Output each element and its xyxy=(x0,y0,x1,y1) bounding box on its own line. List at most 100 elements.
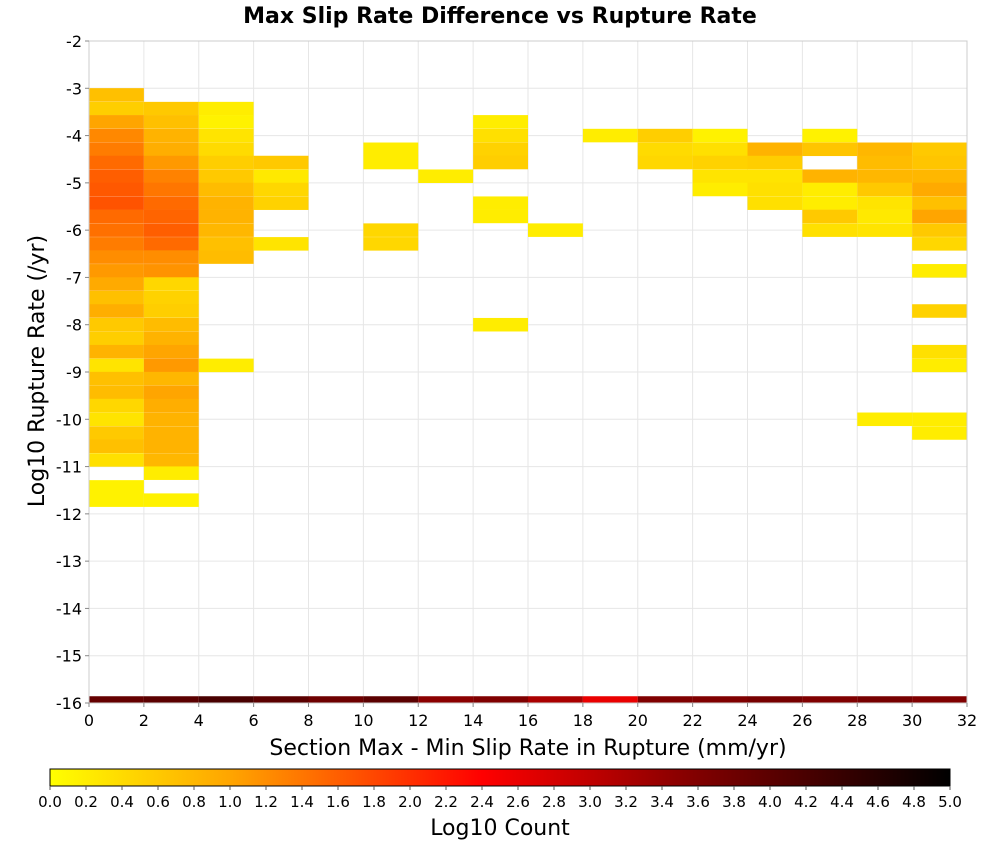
heatmap-cell-100 xyxy=(747,155,803,170)
colorbar-tick-label-5: 1.0 xyxy=(218,793,242,811)
heatmap-cell-55 xyxy=(143,439,199,454)
heatmap-cell-49 xyxy=(143,358,199,373)
heatmap-cell-20 xyxy=(89,358,144,373)
y-tick-label-11: -13 xyxy=(56,552,82,571)
colorbar-tick-label-21: 4.2 xyxy=(794,793,818,811)
y-tick-label-8: -10 xyxy=(56,410,82,429)
colorbar-tick-label-17: 3.4 xyxy=(650,793,674,811)
heatmap-cell-75 xyxy=(253,196,309,210)
heatmap-cell-21 xyxy=(89,371,144,386)
x-tick-label-10: 20 xyxy=(628,711,648,730)
heatmap-cell-40 xyxy=(143,237,199,251)
heatmap-cell-144 xyxy=(692,696,748,703)
heatmap-cell-37 xyxy=(143,196,199,210)
heatmap-cell-127 xyxy=(912,264,967,278)
heatmap-cell-48 xyxy=(143,344,199,359)
heatmap-cell-15 xyxy=(89,290,144,305)
colorbar-label: Log10 Count xyxy=(430,816,570,841)
y-tick-label-12: -14 xyxy=(56,599,82,618)
y-tick-label-6: -8 xyxy=(66,316,82,335)
x-tick-label-13: 26 xyxy=(792,711,812,730)
heatmap-cell-91 xyxy=(637,128,693,143)
colorbar-tick-label-18: 3.6 xyxy=(686,793,710,811)
colorbar-tick-label-23: 4.6 xyxy=(866,793,890,811)
colorbar-tick-label-0: 0.0 xyxy=(38,793,62,811)
x-axis-ticks: 0 2 4 6 8 10 12 14 16 18 20 22 24 26 28 30 32 xyxy=(84,703,977,730)
heatmap-cell-4 xyxy=(89,142,144,157)
heatmap-cell-124 xyxy=(912,209,967,224)
heatmap-cell-67 xyxy=(198,209,254,224)
heatmap-cell-88 xyxy=(473,317,528,332)
x-tick-label-4: 8 xyxy=(303,711,313,730)
colorbar-tick-label-7: 1.4 xyxy=(290,793,314,811)
heatmap-cell-113 xyxy=(857,169,913,183)
heatmap-cell-96 xyxy=(692,155,748,170)
x-tick-label-14: 28 xyxy=(847,711,867,730)
heatmap-cell-93 xyxy=(637,155,693,170)
heatmap-cell-66 xyxy=(198,196,254,210)
heatmap-cell-12 xyxy=(89,250,144,264)
heatmap-cell-103 xyxy=(747,196,803,210)
heatmap-cell-148 xyxy=(912,696,967,703)
heatmap-cell-129 xyxy=(912,344,967,359)
heatmap-cell-104 xyxy=(802,128,858,143)
heatmap-cell-36 xyxy=(143,182,199,197)
heatmap-cell-115 xyxy=(857,196,913,210)
heatmap-cell-136 xyxy=(253,696,309,703)
heatmap-cell-31 xyxy=(143,115,199,129)
x-tick-label-0: 0 xyxy=(84,711,94,730)
heatmap-cell-80 xyxy=(363,237,419,251)
y-tick-label-5: -7 xyxy=(66,268,82,287)
colorbar-ticks: 0.0 0.2 0.4 0.6 0.8 1.0 1.2 1.4 1.6 1.8 2.0 2.2 2.4 2… xyxy=(38,786,962,811)
heatmap-cell-128 xyxy=(912,304,967,318)
heatmap-cell-38 xyxy=(143,209,199,224)
heatmap-cell-71 xyxy=(198,358,254,373)
heatmap-cell-72 xyxy=(253,155,309,170)
heatmap-cell-119 xyxy=(912,142,967,157)
heatmap-cell-27 xyxy=(89,453,144,467)
heatmap-cell-137 xyxy=(308,696,364,703)
heatmap-cell-140 xyxy=(473,696,528,703)
heatmap-cell-86 xyxy=(473,196,528,210)
heatmap-cell-34 xyxy=(143,155,199,170)
y-tick-label-10: -12 xyxy=(56,505,82,524)
colorbar-tick-label-13: 2.6 xyxy=(506,793,530,811)
colorbar-tick-label-4: 0.8 xyxy=(182,793,206,811)
heatmap-cell-79 xyxy=(363,223,419,237)
heatmap-cell-105 xyxy=(802,142,858,157)
heatmap-cell-42 xyxy=(143,264,199,278)
y-tick-label-4: -6 xyxy=(66,221,82,240)
chart-title: Max Slip Rate Difference vs Rupture Rate xyxy=(243,4,757,29)
heatmap-cell-101 xyxy=(747,169,803,183)
heatmap-cell-28 xyxy=(89,480,144,494)
heatmap-cells xyxy=(89,88,967,703)
heatmap-cell-41 xyxy=(143,250,199,264)
heatmap-cell-143 xyxy=(637,696,693,703)
heatmap-cell-116 xyxy=(857,209,913,224)
heatmap-cell-65 xyxy=(198,182,254,197)
heatmap-cell-89 xyxy=(528,223,583,237)
heatmap-cell-0 xyxy=(89,88,144,102)
heatmap-cell-14 xyxy=(89,277,144,291)
colorbar-tick-label-6: 1.2 xyxy=(254,793,278,811)
colorbar-tick-label-24: 4.8 xyxy=(902,793,926,811)
heatmap-cell-8 xyxy=(89,196,144,210)
heatmap-cell-142 xyxy=(582,696,638,703)
heatmap-cell-107 xyxy=(802,182,858,197)
heatmap-cell-61 xyxy=(198,128,254,143)
heatmap-cell-57 xyxy=(143,466,199,480)
heatmap-cell-3 xyxy=(89,128,144,143)
heatmap-cell-90 xyxy=(582,128,638,143)
heatmap-cell-94 xyxy=(692,128,748,143)
heatmap-cell-81 xyxy=(418,169,474,183)
heatmap-cell-56 xyxy=(143,453,199,467)
colorbar xyxy=(49,768,951,787)
heatmap-cell-131 xyxy=(912,412,967,427)
heatmap-cell-134 xyxy=(143,696,199,703)
heatmap-cell-110 xyxy=(802,223,858,237)
heatmap-cell-16 xyxy=(89,304,144,318)
heatmap-cell-117 xyxy=(857,223,913,237)
heatmap-cell-123 xyxy=(912,196,967,210)
heatmap-cell-6 xyxy=(89,169,144,183)
x-axis-label: Section Max - Min Slip Rate in Rupture (… xyxy=(269,736,786,761)
